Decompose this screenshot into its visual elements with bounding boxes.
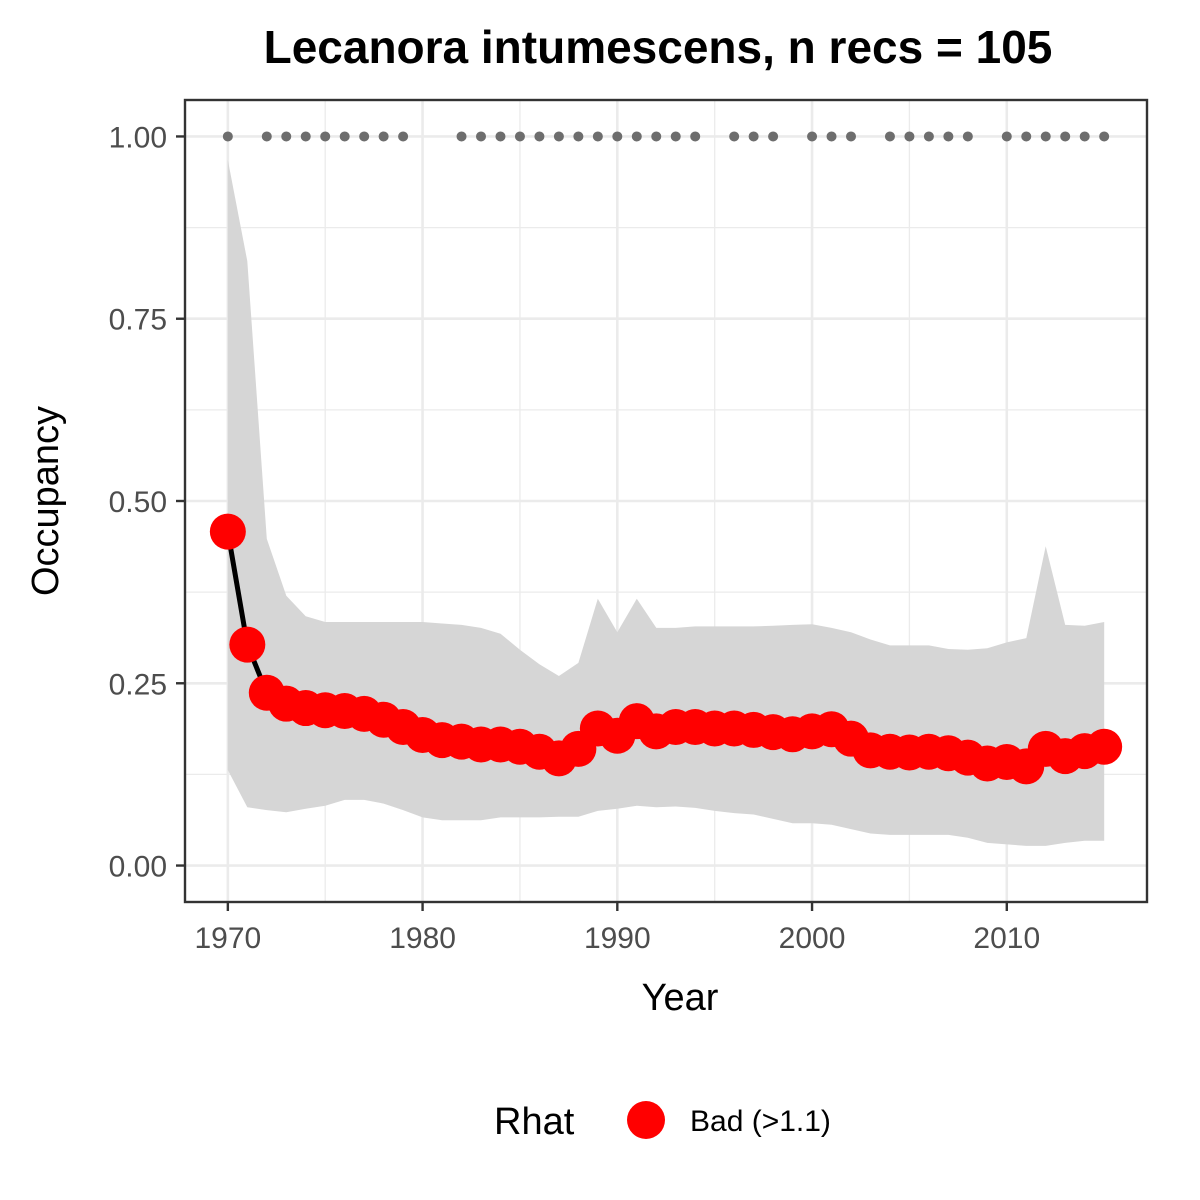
occupancy-point	[229, 626, 266, 663]
record-dot	[378, 131, 389, 142]
record-dot	[261, 131, 272, 142]
y-tick-label: 0.00	[109, 851, 167, 884]
record-dot	[768, 131, 779, 142]
record-dot	[943, 131, 954, 142]
occupancy-point	[1086, 728, 1123, 765]
y-tick-label: 0.25	[109, 668, 167, 701]
record-dot	[514, 131, 525, 142]
y-tick-label: 0.75	[109, 304, 167, 337]
record-dot	[398, 131, 409, 142]
x-axis: 1970 1980 1990 2000 2010	[194, 902, 1040, 955]
legend-title: Rhat	[494, 1101, 575, 1143]
record-dot	[573, 131, 584, 142]
legend-label-bad: Bad (>1.1)	[690, 1105, 831, 1138]
record-dot	[807, 131, 818, 142]
record-dot	[904, 131, 915, 142]
record-dot	[553, 131, 564, 142]
record-dot	[631, 131, 642, 142]
record-dot	[612, 131, 623, 142]
record-dot	[320, 131, 331, 142]
chart-title: Lecanora intumescens, n recs = 105	[264, 21, 1053, 73]
y-axis-title: Occupancy	[25, 406, 67, 596]
record-dot	[670, 131, 681, 142]
record-dot	[748, 131, 759, 142]
record-dot	[281, 131, 292, 142]
record-dot	[923, 131, 934, 142]
x-tick-label: 1970	[194, 922, 261, 955]
record-dot	[826, 131, 837, 142]
occupancy-points	[209, 513, 1123, 785]
record-dot	[962, 131, 973, 142]
record-dot	[222, 131, 233, 142]
x-tick-label: 1990	[584, 922, 651, 955]
record-dot	[1021, 131, 1032, 142]
occupancy-point	[209, 513, 246, 550]
record-dot	[1079, 131, 1090, 142]
record-dot	[456, 131, 467, 142]
record-dot	[690, 131, 701, 142]
record-dot	[1040, 131, 1051, 142]
x-axis-title: Year	[642, 977, 719, 1019]
confidence-ribbon	[227, 159, 1105, 846]
record-dot	[359, 131, 370, 142]
record-dot	[534, 131, 545, 142]
record-dot	[495, 131, 506, 142]
legend-key-bad-point	[627, 1101, 665, 1139]
record-dot	[1099, 131, 1110, 142]
record-dot	[476, 131, 486, 142]
x-tick-label: 2000	[779, 922, 846, 955]
record-dot	[1001, 131, 1012, 142]
record-dot	[592, 131, 603, 142]
record-dot	[339, 131, 350, 142]
x-tick-label: 1980	[389, 922, 456, 955]
y-tick-label: 0.50	[109, 486, 167, 519]
legend: Rhat Bad (>1.1)	[494, 1101, 831, 1143]
y-tick-label: 1.00	[109, 121, 167, 154]
record-dot	[846, 131, 856, 142]
plot-panel	[183, 98, 1149, 904]
record-year-dots	[222, 131, 1110, 142]
record-dot	[651, 131, 662, 142]
x-tick-label: 2010	[973, 922, 1040, 955]
record-dot	[300, 131, 311, 142]
record-dot	[729, 131, 740, 142]
record-dot	[1060, 131, 1071, 142]
record-dot	[884, 131, 895, 142]
y-axis: 0.00 0.25 0.50 0.75 1.00	[109, 121, 185, 884]
